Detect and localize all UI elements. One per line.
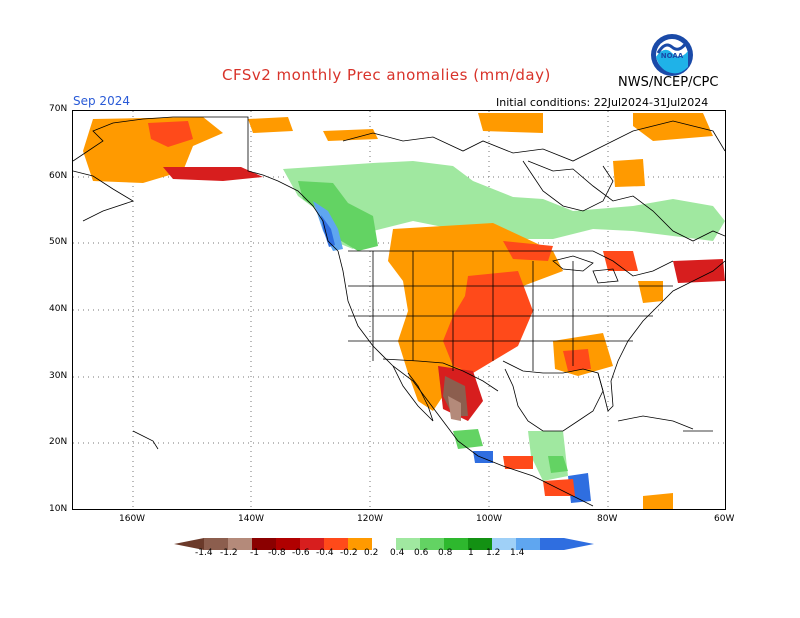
agency-label: NWS/NCEP/CPC [618, 75, 719, 90]
colorbar [174, 535, 626, 550]
lat-label: 20N [49, 437, 68, 447]
lon-label: 100W [476, 514, 503, 524]
lat-label: 70N [49, 104, 68, 114]
lon-label: 120W [357, 514, 384, 524]
colorbar-min-arrow [174, 538, 204, 550]
colorbar-label: -0.2 [340, 548, 358, 558]
colorbar-label: -1.2 [220, 548, 238, 558]
colorbar-swatch [276, 538, 300, 550]
colorbar-swatch [468, 538, 492, 550]
colorbar-label: 1.4 [510, 548, 525, 558]
colorbar-label: -1 [250, 548, 259, 558]
colorbar-label: 1.2 [486, 548, 501, 558]
colorbar-swatch [372, 538, 396, 550]
colorbar-label: 0.2 [364, 548, 379, 558]
colorbar-svg [174, 538, 594, 550]
lon-label: 160W [119, 514, 146, 524]
initial-conditions: Initial conditions: 22Jul2024-31Jul2024 [496, 96, 709, 109]
colorbar-label: -1.4 [195, 548, 213, 558]
colorbar-label: 0.6 [414, 548, 429, 558]
colorbar-swatch [492, 538, 516, 550]
colorbar-swatch [228, 538, 252, 550]
colorbar-label: -0.6 [292, 548, 310, 558]
colorbar-label: 0.4 [390, 548, 405, 558]
map-title: CFSv2 monthly Prec anomalies (mm/day) [222, 66, 551, 84]
colorbar-swatch [396, 538, 420, 550]
colorbar-label: -0.8 [268, 548, 286, 558]
forecast-month: Sep 2024 [73, 94, 130, 108]
colorbar-label: -0.4 [316, 548, 334, 558]
anomaly-shading [83, 113, 725, 509]
colorbar-swatch [348, 538, 372, 550]
colorbar-swatch [204, 538, 228, 550]
colorbar-max-arrow [564, 538, 594, 550]
colorbar-swatch [444, 538, 468, 550]
lat-label: 40N [49, 304, 68, 314]
colorbar-swatch [540, 538, 564, 550]
colorbar-swatch [300, 538, 324, 550]
lon-label: 140W [238, 514, 265, 524]
colorbar-swatch [324, 538, 348, 550]
map-svg [73, 111, 725, 509]
colorbar-swatch [516, 538, 540, 550]
anomaly-map [72, 110, 726, 510]
lat-label: 60N [49, 171, 68, 181]
coastlines [73, 116, 725, 507]
noaa-logo-icon: NOAA [650, 33, 694, 77]
colorbar-swatch [252, 538, 276, 550]
lat-label: 50N [49, 237, 68, 247]
lat-label: 10N [49, 504, 68, 514]
lon-label: 60W [714, 514, 735, 524]
colorbar-label: 1 [468, 548, 474, 558]
lon-label: 80W [597, 514, 618, 524]
lat-label: 30N [49, 371, 68, 381]
logo-text: NOAA [661, 52, 684, 60]
colorbar-label: 0.8 [438, 548, 453, 558]
colorbar-swatch [420, 538, 444, 550]
